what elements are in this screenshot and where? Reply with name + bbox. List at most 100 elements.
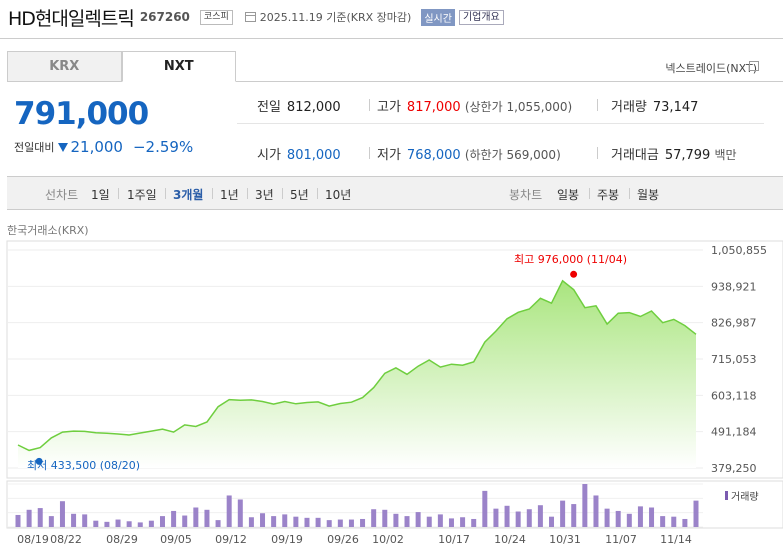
volume-bar <box>326 520 332 527</box>
stock-header: HD현대일렉트릭 267260 코스피 2025.11.19 기준(KRX 장마… <box>8 4 504 30</box>
stat-prev-close: 전일 812,000 <box>257 100 341 115</box>
y-tick-label: 826,987 <box>711 317 757 330</box>
min-label: 최저 433,500 (08/20) <box>27 459 140 472</box>
volume-bars <box>15 484 699 527</box>
x-tick-label: 10/17 <box>438 533 470 546</box>
nxt-checkbox[interactable] <box>749 61 759 71</box>
volume-legend: 거래량 <box>725 488 759 503</box>
volume-bar <box>126 521 132 527</box>
volume-gridlines <box>8 483 703 528</box>
volume-bar <box>248 517 254 527</box>
max-label: 최고 976,000 (11/04) <box>514 253 627 266</box>
volume-bar <box>115 519 121 527</box>
candle-daily[interactable]: 일봉 <box>557 188 580 202</box>
volume-bar <box>393 513 399 527</box>
realtime-button[interactable]: 실시간 <box>421 8 455 26</box>
volume-bar <box>37 508 43 527</box>
volume-bar <box>171 510 177 527</box>
volume-bar <box>615 510 621 527</box>
volume-bar <box>215 520 221 527</box>
volume-bar <box>71 513 77 527</box>
x-tick-label: 08/29 <box>106 533 138 546</box>
volume-bar <box>471 518 477 527</box>
y-tick-label: 715,053 <box>711 353 757 366</box>
period-1w[interactable]: 1주일 <box>127 188 157 202</box>
volume-bar <box>282 514 288 527</box>
volume-bar <box>148 520 154 527</box>
y-tick-label: 603,118 <box>711 389 757 402</box>
volume-bar <box>604 508 610 527</box>
volume-frame <box>6 480 783 529</box>
y-tick-label: 491,184 <box>711 426 757 439</box>
period-1y[interactable]: 1년 <box>220 188 239 202</box>
volume-bar <box>15 514 21 527</box>
volume-bar <box>260 513 266 527</box>
volume-bar <box>159 516 165 527</box>
tab-krx[interactable]: KRX <box>7 51 122 82</box>
y-tick-label: 938,921 <box>711 280 757 293</box>
volume-bar <box>437 514 443 527</box>
volume-bar <box>504 505 510 527</box>
volume-bar <box>337 519 343 527</box>
volume-bar <box>293 516 299 527</box>
candle-monthly[interactable]: 월봉 <box>637 188 660 202</box>
volume-bar <box>460 517 466 527</box>
volume-bar <box>526 509 532 527</box>
exchange-tabs: KRX NXT <box>7 51 236 82</box>
price-area <box>18 280 696 468</box>
x-tick-label: 10/24 <box>494 533 526 546</box>
volume-bar <box>182 515 188 527</box>
candle-chart-label: 봉차트 <box>509 188 543 202</box>
volume-bar <box>82 514 88 527</box>
period-tabs: 선차트 1일 1주일 3개월 1년 3년 5년 10년 봉차트 일봉 주봉 월봉 <box>7 176 783 210</box>
change-label: 전일대비 <box>14 141 55 154</box>
x-tick-label: 10/31 <box>549 533 581 546</box>
volume-bar <box>582 484 588 527</box>
stat-volume: 거래량 73,147 <box>611 100 699 115</box>
current-price: 791,000 <box>14 96 149 132</box>
period-1d[interactable]: 1일 <box>91 188 110 202</box>
min-point <box>35 457 43 465</box>
volume-bar <box>59 501 65 527</box>
volume-bar <box>137 522 143 527</box>
chart-frame <box>6 240 783 479</box>
x-tick-label: 11/14 <box>660 533 692 546</box>
y-tick-label: 1,050,855 <box>711 244 767 257</box>
stat-separator <box>597 147 598 159</box>
volume-bar <box>515 511 521 527</box>
volume-bar <box>426 516 432 527</box>
market-badge: 코스피 <box>199 9 233 25</box>
tab-nxt[interactable]: NXT <box>121 51 236 82</box>
candle-weekly[interactable]: 주봉 <box>597 188 620 202</box>
stat-separator <box>597 99 598 111</box>
company-info-dropdown[interactable]: 기업개요 <box>458 9 504 25</box>
x-tick-label: 09/12 <box>215 533 247 546</box>
volume-bar <box>415 512 421 527</box>
calendar-icon <box>244 12 256 22</box>
volume-swatch <box>725 491 728 500</box>
stock-name: HD현대일렉트릭 <box>8 7 135 30</box>
volume-bar <box>537 505 543 527</box>
period-5y[interactable]: 5년 <box>290 188 309 202</box>
volume-bar <box>271 516 277 527</box>
stat-open: 시가 801,000 <box>257 148 341 163</box>
price-change: 전일대비 21,000 −2.59% <box>14 138 193 156</box>
period-10y[interactable]: 10년 <box>325 188 352 202</box>
volume-bar <box>682 518 688 527</box>
volume-bar <box>371 509 377 527</box>
volume-bar <box>193 507 199 527</box>
volume-bar <box>637 506 643 527</box>
volume-bar <box>237 499 243 527</box>
line-chart-label: 선차트 <box>45 188 79 202</box>
period-3y[interactable]: 3년 <box>255 188 274 202</box>
volume-bar <box>660 516 666 527</box>
x-tick-label: 09/05 <box>160 533 192 546</box>
x-tick-label: 08/22 <box>50 533 82 546</box>
volume-bar <box>348 519 354 527</box>
volume-bar <box>204 509 210 527</box>
stat-amount: 거래대금 57,799 백만 <box>611 148 737 163</box>
max-point <box>570 270 578 278</box>
period-3m[interactable]: 3개월 <box>173 188 204 202</box>
volume-bar <box>26 509 32 527</box>
